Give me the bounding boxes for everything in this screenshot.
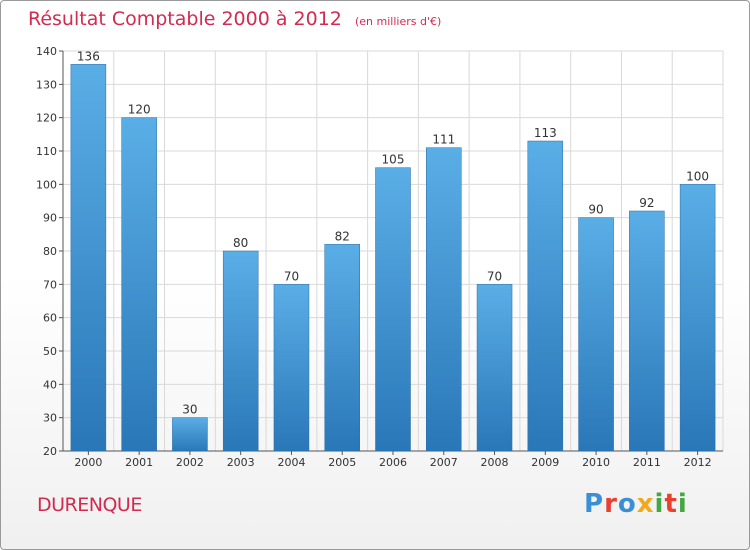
bar-value-label: 70 <box>284 269 299 283</box>
bar-value-label: 120 <box>128 103 151 117</box>
bar[interactable] <box>273 284 310 452</box>
x-tick-label: 2001 <box>125 456 153 469</box>
brand-letter: i <box>654 489 665 519</box>
y-tick-label: 40 <box>43 378 57 391</box>
x-tick-label: 2011 <box>633 456 661 469</box>
bar-value-label: 82 <box>335 229 350 243</box>
bar-value-label: 90 <box>588 203 603 217</box>
bar[interactable] <box>578 217 614 452</box>
brand-letter: x <box>636 489 655 519</box>
bar[interactable] <box>70 64 107 452</box>
bar[interactable] <box>324 244 360 452</box>
brand-letter: t <box>664 489 678 519</box>
bar-value-label: 111 <box>432 133 455 147</box>
x-tick-label: 2010 <box>582 456 610 469</box>
bar[interactable] <box>172 417 208 452</box>
x-tick-label: 2009 <box>531 456 559 469</box>
bar-value-label: 100 <box>686 169 709 183</box>
title-row: Résultat Comptable 2000 à 2012 (en milli… <box>28 8 441 30</box>
bar-value-label: 105 <box>382 153 405 167</box>
x-tick-label: 2012 <box>684 456 712 469</box>
y-tick-label: 110 <box>36 145 57 158</box>
y-tick-label: 30 <box>43 412 57 425</box>
bar-value-label: 92 <box>639 196 654 210</box>
place-name: DURENQUE <box>37 494 142 516</box>
bar[interactable] <box>121 117 157 452</box>
y-tick-label: 80 <box>43 245 57 258</box>
bar[interactable] <box>527 140 564 452</box>
chart-subtitle: (en milliers d'€) <box>354 15 442 28</box>
bar[interactable] <box>375 167 411 452</box>
y-tick-label: 130 <box>36 78 57 91</box>
y-tick-label: 120 <box>36 112 57 125</box>
y-tick-label: 90 <box>43 212 57 225</box>
brand-letter: r <box>604 489 618 519</box>
bar-value-label: 30 <box>182 403 197 417</box>
x-tick-label: 2007 <box>430 456 458 469</box>
x-tick-label: 2008 <box>481 456 509 469</box>
y-tick-label: 70 <box>43 278 57 291</box>
bar-value-label: 70 <box>487 269 502 283</box>
bar[interactable] <box>222 250 259 452</box>
x-tick-label: 2000 <box>74 456 102 469</box>
bar-value-label: 80 <box>233 236 248 250</box>
y-tick-label: 20 <box>43 445 57 458</box>
x-tick-label: 2002 <box>176 456 204 469</box>
x-tick-label: 2004 <box>277 456 305 469</box>
chart-title: Résultat Comptable 2000 à 2012 <box>28 8 342 30</box>
brand-letter: o <box>617 489 637 519</box>
bar[interactable] <box>426 147 462 452</box>
x-tick-label: 2006 <box>379 456 407 469</box>
bar[interactable] <box>629 210 665 452</box>
brand-logo[interactable]: Proxiti <box>584 489 688 519</box>
y-tick-label: 140 <box>36 45 57 58</box>
x-tick-label: 2005 <box>328 456 356 469</box>
brand-letter: P <box>584 489 605 519</box>
bar-value-label: 136 <box>77 49 100 63</box>
bar-value-label: 113 <box>534 126 557 140</box>
y-tick-label: 60 <box>43 312 57 325</box>
bars <box>70 64 716 452</box>
brand-letter: i <box>677 489 688 519</box>
bar[interactable] <box>679 184 716 452</box>
axes: 20 30 40 50 60 70 80 90 100 110 120 130 140 2000 2001 2… <box>36 45 723 469</box>
labels: 136 120 30 80 70 82 105 111 70 113 90 92 100 <box>77 49 709 416</box>
x-tick-label: 2003 <box>227 456 255 469</box>
y-tick-label: 50 <box>43 345 57 358</box>
bar[interactable] <box>476 284 513 452</box>
y-tick-label: 100 <box>36 178 57 191</box>
